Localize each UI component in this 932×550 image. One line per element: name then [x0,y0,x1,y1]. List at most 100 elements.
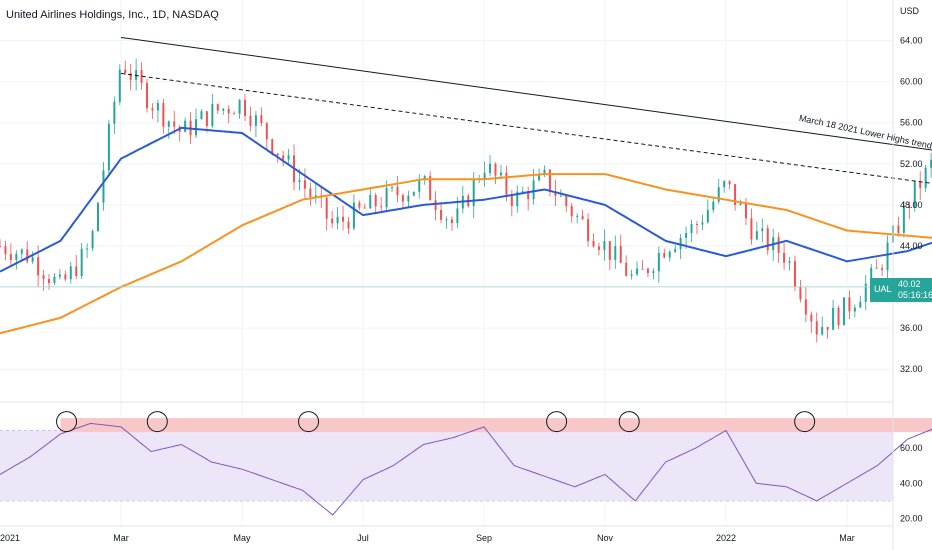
candle-body [222,108,225,111]
candle-body [440,209,443,220]
candle-body [282,155,285,160]
candle-body [20,249,23,254]
candle-body [336,216,339,224]
candle-body [173,121,176,127]
candle-body [205,111,208,127]
candle-body [238,99,241,114]
candle-body [385,187,388,208]
price-badge: UAL 40.02 05:16:16 [870,277,932,302]
candle-body [755,231,758,240]
candle-body [728,181,731,185]
candle-body [576,215,579,217]
candle-body [597,246,600,250]
candle-body [706,209,709,223]
rsi-peak-circle [298,411,320,433]
candle-body [777,237,780,253]
candle-body [685,232,688,238]
y-tick-label: 48.00 [900,200,923,210]
y-tick-label: 44.00 [900,241,923,251]
rsi-tick-label: 20.00 [900,513,923,523]
candle-body [15,253,18,261]
candle-body [211,104,214,127]
candle-body [619,245,622,263]
rsi-peak-circle [618,411,640,433]
candle-body [902,205,905,233]
candle-body [886,242,889,271]
candle-body [227,108,230,114]
candle-body [581,215,584,220]
annotations: Resistance ZoneMarch 18 2021 Lower Highs… [56,113,932,433]
y-tick-label: 60.00 [900,77,923,87]
candle-body [668,251,671,258]
candle-body [701,222,704,225]
rsi-band [0,430,893,501]
candle-body [494,163,497,176]
candle-body [184,120,187,132]
candle-body [113,101,116,124]
candle-body [314,195,317,198]
candle-body [810,314,813,322]
candle-body [630,274,633,276]
candle-body [445,219,448,221]
candle-body [853,307,856,312]
candle-body [499,172,502,176]
candle-body [26,249,29,262]
candle-body [434,200,437,210]
candle-body [625,262,628,276]
candle-body [347,221,350,229]
candle-body [331,218,334,224]
price-candles [0,58,932,343]
candle-body [423,176,426,180]
candle-body [358,202,361,208]
price-badge-symbol: UAL [874,283,892,294]
candle-body [690,224,693,233]
candle-body [674,248,677,252]
candle-body [592,241,595,247]
candle-body [881,268,884,271]
candle-body [80,248,83,277]
candle-body [363,207,366,209]
candle-body [521,191,524,193]
candle-body [64,274,67,280]
candle-body [0,245,1,247]
candle-body [870,267,873,284]
candle-body [380,206,383,208]
candle-body [429,176,432,201]
candle-body [505,172,508,195]
candle-body [712,201,715,210]
candle-body [603,241,606,250]
candle-body [472,179,475,207]
x-tick-label: May [233,533,251,543]
x-tick-label: 2021 [0,533,20,543]
candle-body [303,180,306,189]
candle-body [930,159,932,168]
ma50-line [0,126,932,273]
rsi-peak-circle [146,411,168,433]
candle-body [821,326,824,335]
candle-body [244,99,247,116]
candle-body [734,184,737,206]
candle-body [587,219,590,242]
candle-body [826,326,829,330]
candle-body [750,218,753,240]
candle-body [695,224,698,226]
candle-body [663,253,666,258]
candle-body [129,73,132,80]
rsi-peak-circle [546,411,568,433]
candle-body [156,103,159,111]
candle-body [793,261,796,287]
candle-body [97,202,100,232]
candle-body [450,219,453,224]
candle-body [31,257,34,262]
candle-body [559,195,562,197]
candle-body [897,225,900,233]
candle-body [842,297,845,326]
dashed-trendline [120,72,932,184]
candle-body [298,180,301,183]
candle-body [543,169,546,174]
candle-body [249,115,252,126]
candle-body [679,237,682,249]
candle-body [554,191,557,196]
